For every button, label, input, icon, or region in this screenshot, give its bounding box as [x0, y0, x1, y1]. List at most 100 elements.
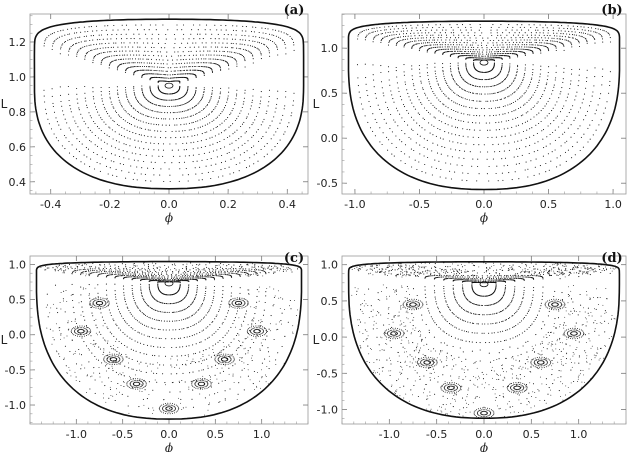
orbit-point — [502, 32, 504, 34]
orbit-point — [155, 73, 157, 75]
orbit-point — [534, 37, 536, 39]
orbit-point — [226, 152, 228, 154]
orbit-point — [196, 286, 198, 288]
orbit-point — [109, 96, 111, 98]
orbit-point — [456, 164, 458, 166]
orbit-point — [134, 272, 136, 274]
orbit-point — [112, 106, 114, 108]
orbit-point — [121, 134, 123, 136]
orbit-point — [137, 307, 139, 309]
orbit-point — [456, 24, 458, 26]
orbit-point — [275, 35, 277, 37]
orbit-point — [67, 28, 69, 30]
orbit-point — [561, 35, 563, 37]
orbit-point — [60, 100, 62, 103]
orbit-point — [217, 328, 219, 331]
orbit-point — [270, 138, 272, 140]
orbit-point — [404, 144, 407, 146]
orbit-point — [204, 116, 206, 119]
orbit-point — [486, 47, 488, 49]
orbit-point — [555, 71, 557, 73]
orbit-point — [552, 107, 554, 109]
orbit-point — [225, 274, 227, 276]
orbit-point — [541, 130, 543, 132]
orbit-point — [462, 135, 464, 137]
orbit-point — [586, 110, 589, 112]
orbit-point — [583, 119, 585, 121]
invariant-curve — [124, 65, 214, 120]
orbit-point — [485, 86, 487, 88]
orbit-point — [381, 32, 384, 35]
orbit-point — [78, 27, 80, 29]
orbit-point — [205, 288, 207, 290]
orbit-point — [250, 105, 252, 107]
orbit-point — [476, 78, 478, 80]
orbit-point — [117, 305, 119, 307]
orbit-point — [529, 39, 531, 41]
orbit-point — [482, 49, 484, 51]
orbit-point — [559, 35, 561, 37]
orbit-point — [515, 163, 517, 165]
orbit-point — [228, 274, 230, 276]
orbit-point — [486, 129, 489, 131]
orbit-point — [98, 127, 100, 129]
orbit-point — [82, 46, 84, 48]
orbit-point — [108, 64, 110, 67]
orbit-point — [554, 45, 556, 47]
orbit-point — [117, 308, 120, 310]
x-tick-label: 0.5 — [540, 198, 558, 211]
orbit-point — [215, 270, 217, 272]
orbit-point — [466, 98, 468, 100]
orbit-point — [130, 115, 132, 117]
orbit-point — [149, 306, 151, 308]
orbit-point — [179, 280, 181, 282]
orbit-point — [262, 136, 264, 138]
orbit-point — [512, 101, 514, 104]
orbit-point — [178, 130, 180, 132]
orbit-point — [137, 341, 139, 343]
orbit-point — [445, 51, 447, 53]
orbit-point — [199, 70, 201, 72]
orbit-point — [221, 323, 223, 325]
orbit-point — [234, 58, 236, 60]
orbit-point — [472, 53, 474, 55]
orbit-point — [210, 97, 212, 99]
orbit-point — [543, 90, 545, 92]
orbit-point — [162, 278, 164, 281]
orbit-point — [589, 138, 591, 140]
orbit-point — [141, 167, 143, 169]
orbit-point — [184, 275, 186, 277]
orbit-point — [95, 43, 98, 45]
orbit-point — [211, 90, 213, 92]
orbit-point — [391, 153, 393, 155]
orbit-point — [492, 24, 494, 26]
orbit-point — [418, 40, 420, 42]
orbit-point — [231, 38, 234, 40]
orbit-point — [548, 43, 550, 45]
orbit-point — [92, 59, 94, 61]
orbit-point — [143, 276, 145, 278]
orbit-point — [127, 137, 129, 139]
orbit-point — [188, 50, 190, 53]
orbit-point — [118, 148, 120, 150]
orbit-point — [394, 121, 396, 123]
orbit-point — [498, 55, 500, 57]
orbit-point — [214, 38, 216, 40]
orbit-point — [508, 149, 510, 151]
orbit-point — [276, 98, 278, 100]
orbit-point — [174, 112, 176, 114]
orbit-point — [482, 57, 484, 59]
orbit-point — [195, 293, 197, 295]
orbit-point — [203, 66, 205, 68]
orbit-point — [487, 53, 490, 55]
orbit-point — [516, 89, 518, 91]
orbit-point — [193, 96, 195, 98]
orbit-point — [149, 66, 151, 68]
orbit-point — [531, 127, 533, 129]
orbit-point — [472, 57, 474, 59]
orbit-point — [266, 38, 268, 40]
orbit-point — [149, 292, 152, 294]
orbit-point — [417, 112, 419, 114]
orbit-point — [458, 135, 460, 137]
orbit-point — [209, 100, 211, 102]
